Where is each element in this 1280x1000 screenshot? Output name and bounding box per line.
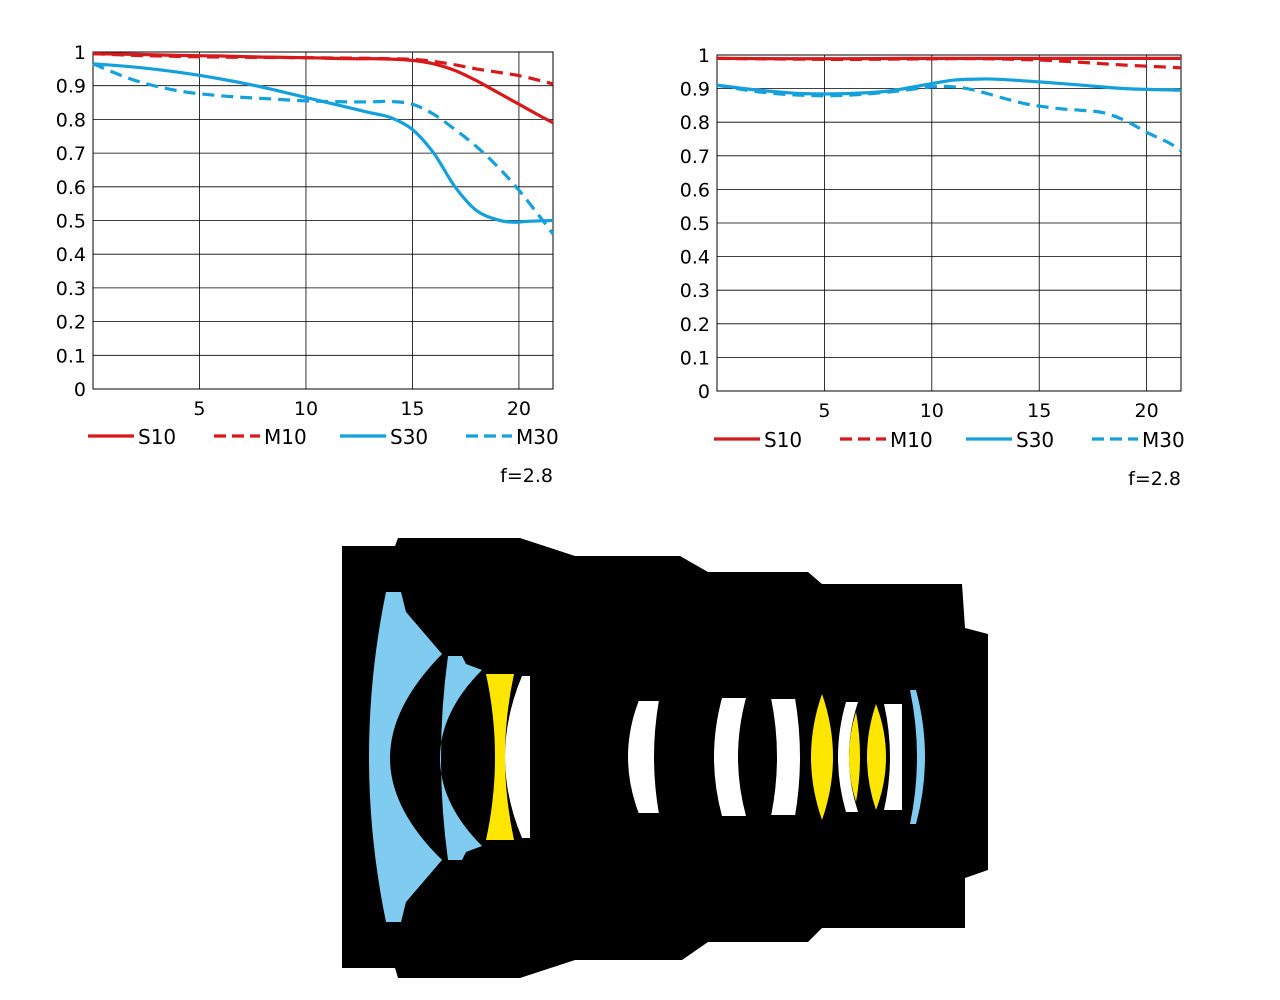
lens-element-6 (714, 698, 746, 816)
lens-element-4 (505, 676, 530, 838)
y-tick-label: 0.3 (56, 278, 86, 300)
legend-label-m30: M30 (1142, 428, 1185, 452)
x-tick-label: 15 (400, 398, 424, 420)
lens-element-8 (811, 694, 833, 820)
y-tick-label: 1 (698, 45, 710, 67)
lens-cross-section-diagram (342, 538, 988, 978)
lens-element-12 (884, 704, 902, 810)
y-tick-label: 0.9 (56, 76, 86, 98)
y-tick-label: 0.5 (56, 211, 86, 233)
legend-label-m30: M30 (516, 425, 559, 449)
x-tick-label: 10 (294, 398, 318, 420)
series-line-s10 (92, 52, 554, 125)
lens-element-11 (867, 704, 886, 810)
y-tick-label: 0.5 (680, 213, 710, 235)
lens-element-1 (369, 592, 442, 922)
y-tick-label: 0 (698, 381, 710, 403)
lens-element-3 (486, 674, 514, 840)
lens-element-9 (838, 702, 858, 812)
y-tick-label: 0.8 (56, 109, 86, 131)
y-tick-label: 0.4 (680, 247, 710, 269)
series-line-s30 (716, 77, 1182, 96)
y-tick-label: 0.6 (56, 177, 86, 199)
y-tick-label: 0.2 (56, 312, 86, 334)
y-tick-label: 0 (74, 379, 86, 401)
legend-label-s30: S30 (390, 425, 428, 449)
plot-frame (716, 54, 1182, 392)
series-line-m30 (92, 62, 555, 235)
y-tick-label: 1 (74, 42, 86, 64)
y-tick-label: 0.1 (680, 347, 710, 369)
lens-element-10 (849, 712, 860, 802)
lens-element-7 (768, 697, 802, 817)
y-tick-label: 0.1 (56, 345, 86, 367)
x-tick-label: 15 (1027, 400, 1051, 422)
y-tick-label: 0.6 (680, 179, 710, 201)
y-tick-label: 0.8 (680, 112, 710, 134)
legend-label-s30: S30 (1016, 428, 1054, 452)
series-line-m10 (716, 56, 1182, 70)
series-line-m30 (716, 83, 1182, 153)
legend-label-s10: S10 (138, 425, 176, 449)
lens-element-5 (626, 699, 662, 815)
legend-label-m10: M10 (890, 428, 933, 452)
x-tick-label: 10 (920, 400, 944, 422)
x-tick-label: 5 (193, 398, 205, 420)
aperture-note: f=2.8 (500, 465, 553, 487)
legend-label-m10: M10 (264, 425, 307, 449)
series-line-s30 (92, 62, 554, 224)
y-tick-label: 0.4 (56, 244, 86, 266)
y-tick-label: 0.2 (680, 314, 710, 336)
lens-barrel (342, 538, 988, 978)
lens-element-2 (440, 656, 482, 860)
y-tick-label: 0.7 (56, 143, 86, 165)
series-line-m10 (92, 52, 554, 86)
x-tick-label: 20 (507, 398, 531, 420)
legend-label-s10: S10 (764, 428, 802, 452)
y-tick-label: 0.9 (680, 79, 710, 101)
aperture-note: f=2.8 (1128, 468, 1181, 490)
y-tick-label: 0.3 (680, 280, 710, 302)
x-tick-label: 20 (1135, 400, 1159, 422)
x-tick-label: 5 (818, 400, 830, 422)
lens-element-13 (910, 690, 925, 824)
y-tick-label: 0.7 (680, 146, 710, 168)
